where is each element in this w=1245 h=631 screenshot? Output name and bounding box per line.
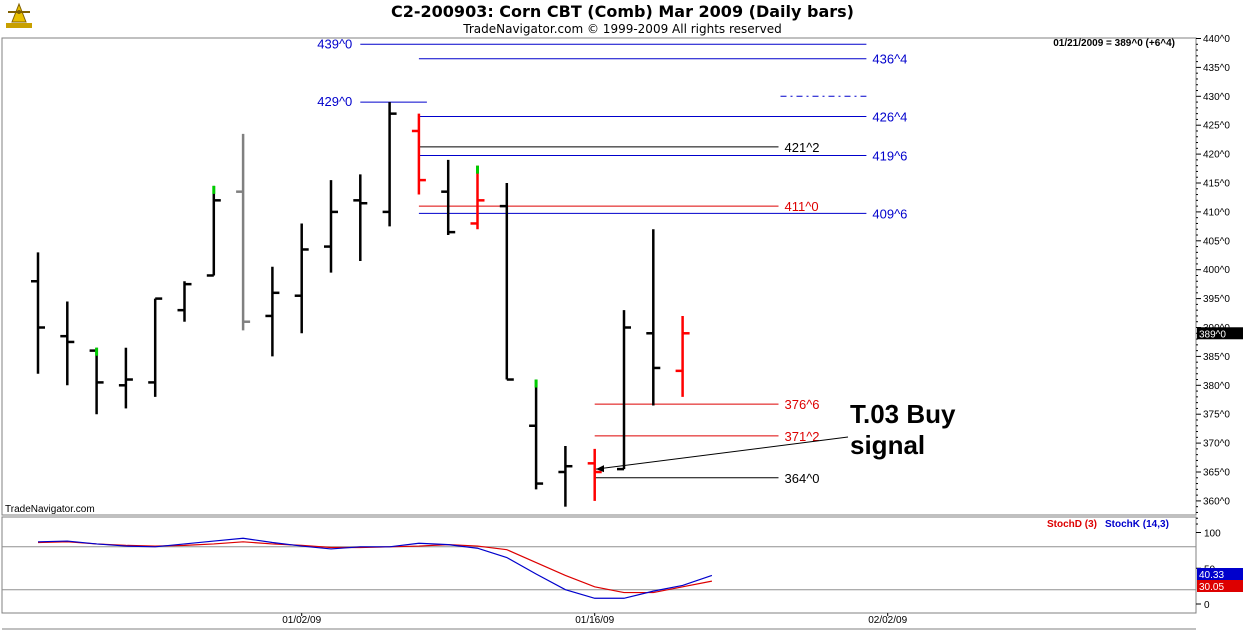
stoch-last-value-label: 30.05 [1199,582,1224,593]
watermark: TradeNavigator.com [5,504,95,515]
level-label: 409^6 [872,206,907,221]
price-y-tick-label: 405^0 [1203,236,1230,247]
price-y-tick-label: 425^0 [1203,121,1230,132]
chart-subtitle: TradeNavigator.com © 1999-2009 All right… [463,22,782,36]
level-label: 376^6 [785,397,820,412]
price-y-tick-label: 370^0 [1203,439,1230,450]
price-y-tick-label: 375^0 [1203,410,1230,421]
stoch-series-line [37,541,713,594]
stoch-y-tick-label: 0 [1204,600,1210,611]
level-label: 436^4 [872,52,907,67]
stoch-last-value-label: 40.33 [1199,570,1224,581]
last-price-tag [1197,327,1243,340]
last-price-info: 01/21/2009 = 389^0 (+6^4) [1053,38,1175,49]
annotation-arrow-line [595,436,849,470]
stoch-last-value-tag [1197,580,1243,592]
stoch-y-tick-label: 100 [1204,529,1221,540]
date-axis-label: 01/02/09 [282,615,321,626]
price-panel-frame [1,37,1197,516]
price-y-tick-label: 435^0 [1203,63,1230,74]
price-y-tick-label: 410^0 [1203,207,1230,218]
annotation-text: signal [850,430,925,460]
stoch-legend-d: StochD (3) [1047,519,1097,530]
price-y-tick-label: 415^0 [1203,179,1230,190]
stoch-last-value-tag [1197,568,1243,580]
level-label: 439^0 [317,36,352,51]
last-price-label: 389^0 [1199,329,1226,340]
annotation-text: T.03 Buy [850,399,956,429]
price-y-tick-label: 360^0 [1203,496,1230,507]
level-label: 421^2 [785,140,820,155]
level-label: 364^0 [785,471,820,486]
level-label: 411^0 [785,199,819,214]
date-axis-label: 02/02/09 [868,615,907,626]
annotation-arrow-head [596,465,604,473]
price-y-tick-label: 385^0 [1203,352,1230,363]
date-axis-label: 01/16/09 [575,615,614,626]
price-y-tick-label: 380^0 [1203,381,1230,392]
chart-title: C2-200903: Corn CBT (Comb) Mar 2009 (Dai… [391,2,854,21]
level-label: 419^6 [872,149,907,164]
trade-navigator-logo-icon [4,2,34,32]
level-label: 426^4 [872,110,907,125]
price-y-tick-label: 420^0 [1203,150,1230,161]
price-y-tick-label: 440^0 [1203,34,1230,45]
price-y-tick-label: 365^0 [1203,468,1230,479]
price-y-tick-label: 430^0 [1203,92,1230,103]
level-label: 371^2 [785,429,820,444]
stoch-series-line [37,537,713,599]
price-y-tick-label: 400^0 [1203,265,1230,276]
level-label: 429^0 [317,94,352,109]
stoch-legend-k: StochK (14,3) [1105,519,1169,530]
price-y-tick-label: 395^0 [1203,294,1230,305]
stochastic-panel-frame [1,516,1197,614]
